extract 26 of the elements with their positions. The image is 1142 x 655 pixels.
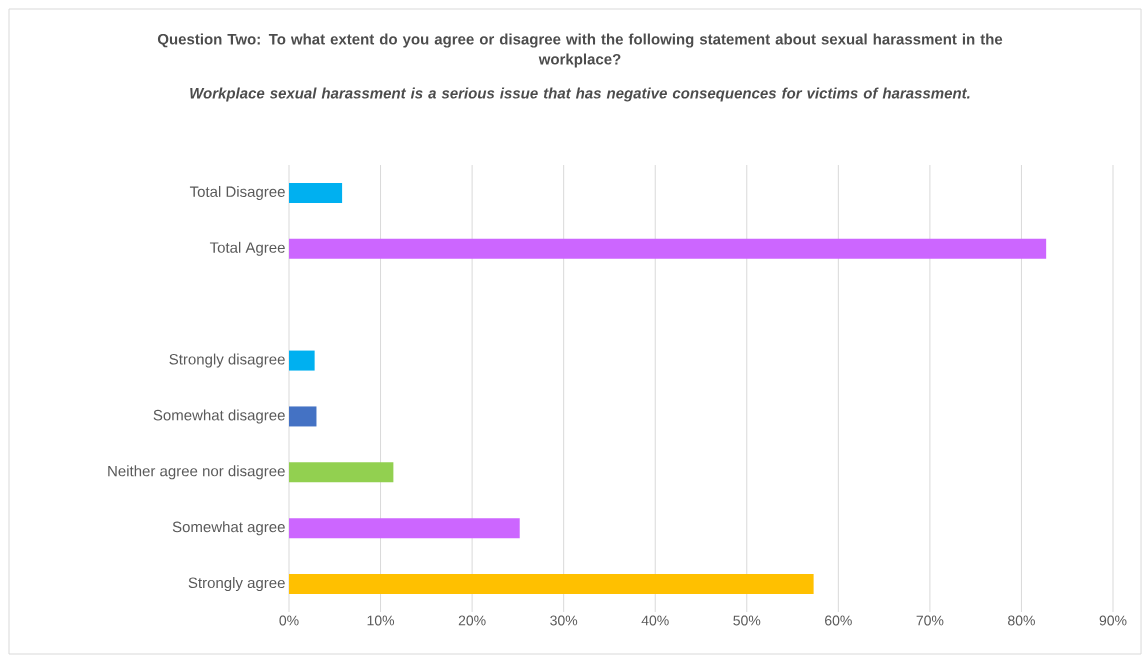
bar [289,574,814,595]
bar [289,238,1047,259]
x-tick-label: 50% [733,615,761,626]
y-tick-label: Somewhat disagree [153,409,285,424]
chart-subtitle: Workplace sexual harassment is a serious issue that has negative consequences for victims of harassment. [190,87,970,102]
y-tick-label: Strongly disagree [169,353,285,368]
bar [289,406,317,427]
y-tick-label: Total Disagree [189,185,285,200]
x-tick-label: 40% [641,615,669,626]
y-tick-label: Somewhat agree [172,521,285,536]
x-tick-label: 30% [550,615,578,626]
bar [289,462,394,483]
chart-title: Question Two: To what extent do you agree or disagree with the following statement about sexual harassment in the workplace? [157,33,1003,68]
x-tick-label: 90% [1099,615,1127,626]
x-tick-label: 60% [825,615,852,626]
x-tick-label: 10% [367,615,395,626]
x-tick-label: 80% [1008,615,1035,626]
x-tick-label: 70% [916,615,944,626]
x-tick-label: 20% [458,615,486,626]
y-tick-label: Total Agree [209,241,285,256]
bar [289,518,520,539]
y-tick-label: Neither agree nor disagree [108,465,285,480]
y-tick-label: Strongly agree [188,577,285,592]
x-tick-label: 0% [279,615,299,626]
bar [289,350,315,371]
bar [289,182,343,203]
